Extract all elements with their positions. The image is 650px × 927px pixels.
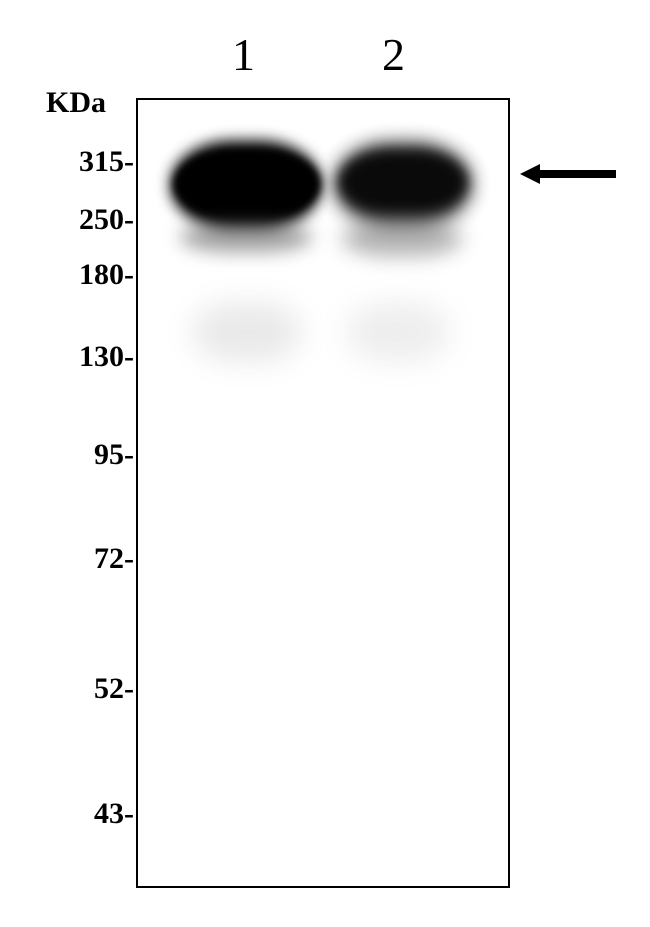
arrow-head-icon	[520, 164, 540, 184]
band-5	[340, 152, 466, 212]
marker-label-95: 95-	[44, 438, 134, 472]
band-6	[342, 220, 462, 256]
band-8	[346, 302, 450, 362]
band-2	[174, 150, 320, 218]
blot-frame	[136, 98, 510, 888]
band-7	[192, 302, 302, 362]
marker-label-43: 43-	[44, 797, 134, 831]
marker-label-52: 52-	[44, 672, 134, 706]
marker-label-130: 130-	[44, 340, 134, 374]
blot-figure: KDa 1 2 315- 250- 180- 130- 95- 72- 52- 43-	[0, 0, 650, 927]
indicator-arrow	[520, 164, 616, 184]
arrow-shaft	[540, 170, 616, 178]
marker-label-250: 250-	[44, 203, 134, 237]
lane-label-2: 2	[382, 28, 405, 81]
marker-label-72: 72-	[44, 542, 134, 576]
unit-label: KDa	[46, 86, 106, 120]
marker-label-180: 180-	[44, 258, 134, 292]
marker-label-315: 315-	[44, 145, 134, 179]
band-3	[180, 222, 312, 252]
lane-label-1: 1	[232, 28, 255, 81]
